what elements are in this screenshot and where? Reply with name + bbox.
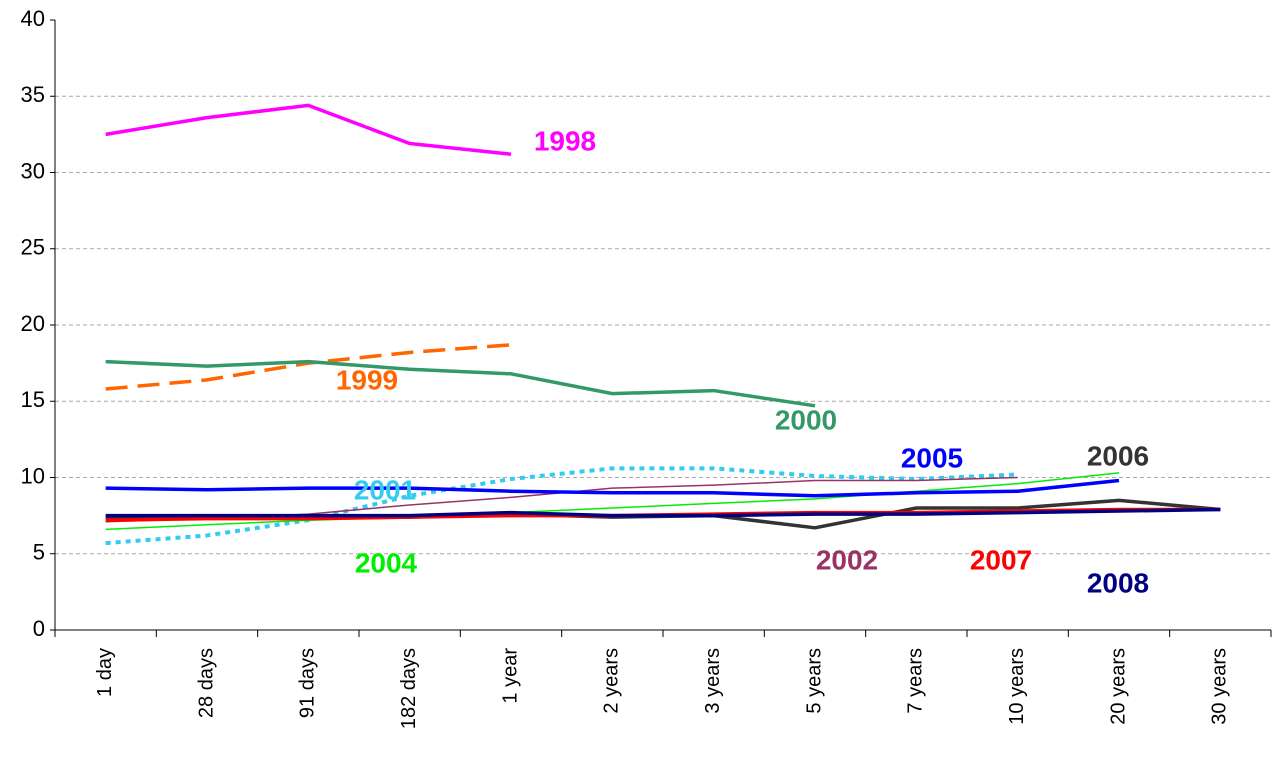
y-tick-label: 20 (21, 311, 45, 336)
series-line (105, 478, 1120, 498)
x-tick-label: 2 years (601, 648, 623, 714)
series-line (105, 359, 816, 408)
series-label: 2004 (355, 547, 418, 578)
x-tick-label: 182 days (398, 648, 420, 729)
y-tick-label: 35 (21, 82, 45, 107)
x-tick-label: 10 years (1006, 648, 1028, 725)
series-line (105, 343, 512, 391)
y-tick-label: 30 (21, 158, 45, 183)
y-tick-label: 25 (21, 235, 45, 260)
x-tick-label: 91 days (297, 648, 319, 718)
series-line (105, 472, 1120, 531)
series-label: 2008 (1087, 567, 1149, 598)
x-tick-label: 28 days (195, 648, 217, 718)
series-label: 1998 (534, 125, 596, 156)
series-label: 2007 (970, 544, 1032, 575)
y-tick-label: 0 (33, 616, 45, 641)
series-line (105, 507, 1221, 518)
y-tick-label: 40 (21, 6, 45, 31)
x-tick-label: 30 years (1209, 648, 1231, 725)
series-line (105, 103, 512, 156)
series-label: 2006 (1087, 440, 1149, 471)
series-label: 1999 (336, 364, 398, 395)
x-tick-label: 1 day (94, 648, 116, 697)
x-tick-label: 5 years (803, 648, 825, 714)
y-tick-label: 10 (21, 463, 45, 488)
x-tick-label: 1 year (499, 648, 521, 704)
series-label: 2005 (901, 442, 963, 473)
y-tick-label: 15 (21, 387, 45, 412)
series-line (105, 466, 1018, 546)
series-label: 2001 (354, 474, 416, 505)
x-tick-label: 7 years (905, 648, 927, 714)
x-tick-label: 3 years (702, 648, 724, 714)
x-tick-label: 20 years (1107, 648, 1129, 725)
series-label: 2002 (816, 544, 878, 575)
series-label: 2000 (775, 404, 837, 435)
y-tick-label: 5 (33, 540, 45, 565)
